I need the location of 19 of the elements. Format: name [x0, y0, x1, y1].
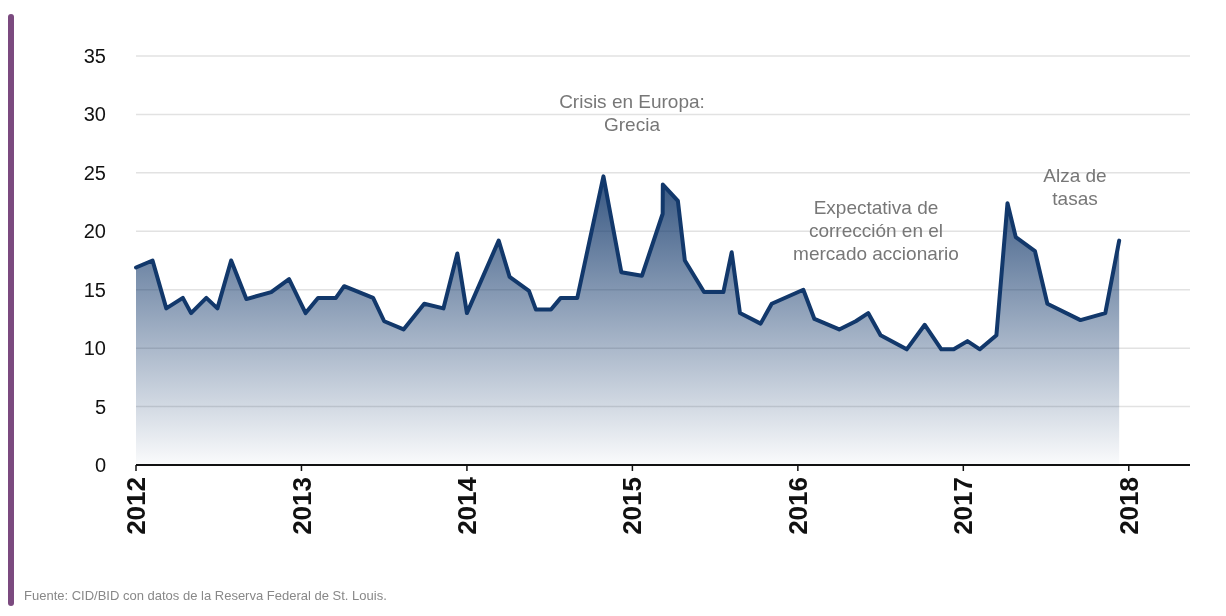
- y-tick-label: 10: [83, 337, 106, 360]
- x-tick-label: 2013: [286, 477, 317, 535]
- x-tick-label: 2014: [452, 476, 483, 535]
- annotation: Alza de tasas: [1043, 165, 1107, 209]
- y-tick-label: 15: [83, 278, 106, 301]
- y-tick-label: 25: [83, 161, 106, 184]
- x-tick-label: 2012: [121, 477, 152, 535]
- y-tick-label: 20: [83, 220, 106, 243]
- y-tick-label: 0: [94, 454, 106, 476]
- x-tick-label: 2016: [782, 477, 813, 535]
- y-tick-label: 5: [94, 395, 106, 418]
- x-tick-label: 2015: [617, 477, 648, 535]
- annotation: Crisis en Europa: Grecia: [559, 91, 705, 135]
- x-tick-label: 2017: [948, 477, 979, 535]
- y-tick-label: 30: [83, 103, 106, 126]
- source-note: Fuente: CID/BID con datos de la Reserva Federal de St. Louis.: [24, 588, 387, 603]
- y-tick-label: 35: [83, 45, 106, 67]
- x-tick-label: 2018: [1113, 477, 1144, 535]
- annotation: Expectativa de corrección en el mercado accionario: [793, 197, 959, 264]
